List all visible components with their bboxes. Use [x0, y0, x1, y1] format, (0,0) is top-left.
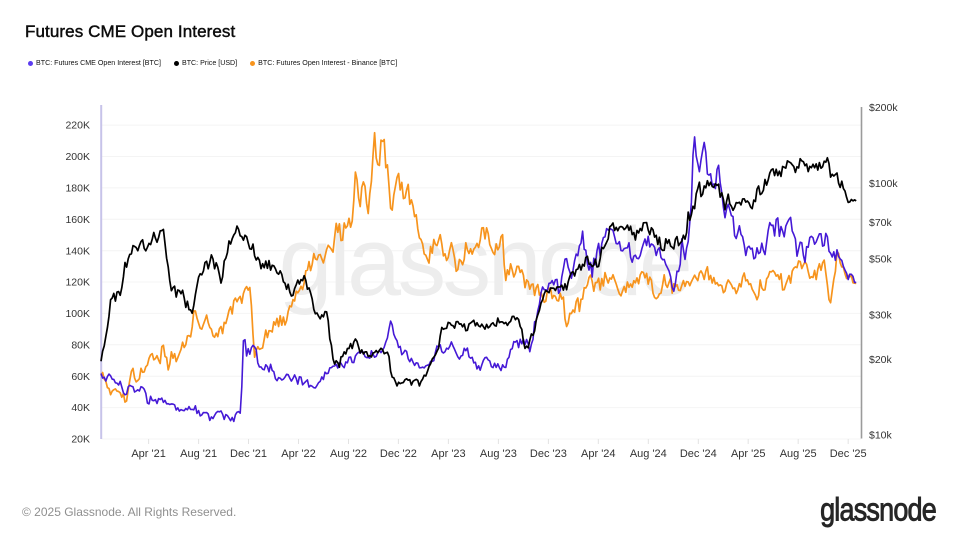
svg-text:Dec '25: Dec '25 — [830, 448, 867, 460]
svg-text:Apr '21: Apr '21 — [131, 448, 166, 460]
svg-text:$30k: $30k — [869, 310, 893, 322]
svg-text:Apr '23: Apr '23 — [431, 448, 466, 460]
svg-text:$10k: $10k — [869, 430, 893, 442]
svg-text:60K: 60K — [71, 371, 90, 383]
svg-text:glassnode: glassnode — [279, 207, 690, 316]
svg-text:Aug '25: Aug '25 — [780, 448, 817, 460]
svg-text:Dec '24: Dec '24 — [680, 448, 717, 460]
svg-text:Aug '21: Aug '21 — [180, 448, 217, 460]
svg-text:Apr '22: Apr '22 — [281, 448, 316, 460]
svg-text:Dec '23: Dec '23 — [530, 448, 567, 460]
svg-text:80K: 80K — [71, 339, 90, 351]
svg-text:$200k: $200k — [869, 102, 898, 114]
svg-text:Aug '23: Aug '23 — [480, 448, 517, 460]
svg-text:Aug '22: Aug '22 — [330, 448, 367, 460]
svg-text:180K: 180K — [65, 183, 90, 195]
svg-text:Apr '24: Apr '24 — [581, 448, 616, 460]
svg-text:$50k: $50k — [869, 254, 893, 266]
svg-text:$70k: $70k — [869, 217, 893, 229]
svg-text:140K: 140K — [65, 245, 90, 257]
svg-text:$100k: $100k — [869, 178, 898, 190]
svg-text:160K: 160K — [65, 214, 90, 226]
svg-text:Dec '21: Dec '21 — [230, 448, 267, 460]
svg-text:100K: 100K — [65, 308, 90, 320]
svg-text:Apr '25: Apr '25 — [731, 448, 766, 460]
svg-text:120K: 120K — [65, 277, 90, 289]
svg-text:220K: 220K — [65, 120, 90, 132]
svg-text:20K: 20K — [71, 434, 90, 446]
svg-text:$20k: $20k — [869, 354, 893, 366]
svg-text:40K: 40K — [71, 402, 90, 414]
svg-text:Dec '22: Dec '22 — [380, 448, 417, 460]
svg-text:Aug '24: Aug '24 — [630, 448, 667, 460]
svg-text:200K: 200K — [65, 151, 90, 163]
